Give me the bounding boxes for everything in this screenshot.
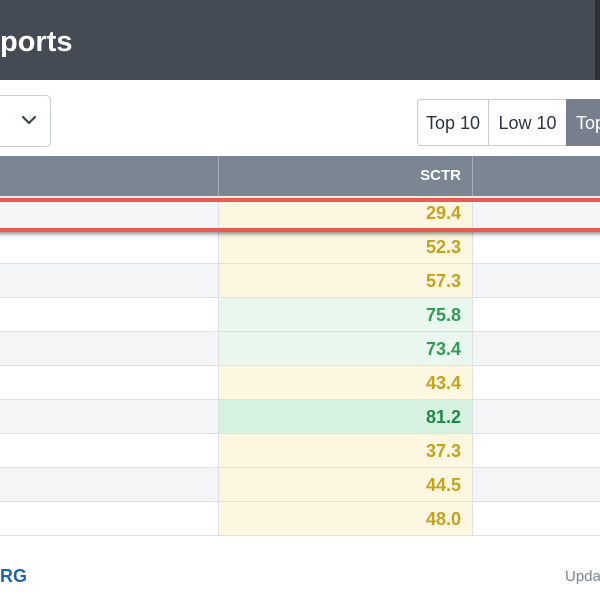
table-row[interactable]: 37.3 [0,434,600,468]
table-row[interactable]: 73.4 [0,332,600,366]
group-select-dropdown[interactable] [0,95,51,147]
table-row[interactable]: 52.3 [0,230,600,264]
sctr-value: 44.5 [218,468,473,501]
table-header: SCTR [0,156,600,196]
table-row[interactable]: 29.4 [0,196,600,230]
sctr-table: SCTR 29.4 52.3 57.3 75.8 73.4 43.4 81.2 37.3 44.… [0,156,600,536]
top-button[interactable]: Top [566,99,600,146]
sctr-value: 48.0 [218,502,473,535]
table-row[interactable]: 48.0 [0,502,600,536]
footer-link[interactable]: RG [0,566,27,586]
sctr-value: 29.4 [218,196,473,229]
sctr-value: 75.8 [218,298,473,331]
table-row[interactable]: 43.4 [0,366,600,400]
sctr-value: 57.3 [218,264,473,297]
chevron-down-icon [21,115,37,125]
page-header: ports [0,0,600,80]
table-row[interactable]: 44.5 [0,468,600,502]
column-header-sctr[interactable]: SCTR [218,156,473,196]
sctr-value: 81.2 [218,400,473,433]
sctr-value: 52.3 [218,230,473,263]
low-10-button[interactable]: Low 10 [488,99,567,146]
sctr-value: 37.3 [218,434,473,467]
sctr-value: 73.4 [218,332,473,365]
sctr-value: 43.4 [218,366,473,399]
page-title: ports [0,26,73,58]
top-10-button[interactable]: Top 10 [417,99,489,146]
table-row[interactable]: 75.8 [0,298,600,332]
table-row[interactable]: 57.3 [0,264,600,298]
updated-label: Upda [565,568,600,585]
table-row[interactable]: 81.2 [0,400,600,434]
table-body: 29.4 52.3 57.3 75.8 73.4 43.4 81.2 37.3 44.5 48.0 [0,196,600,536]
header-edge [595,0,600,80]
